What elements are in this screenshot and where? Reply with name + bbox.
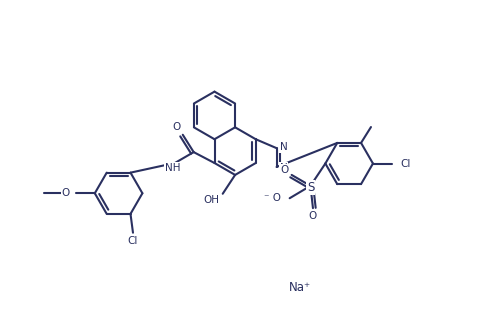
Text: ⁻ O: ⁻ O [264,193,281,203]
Text: O: O [309,211,317,221]
Text: S: S [307,181,314,194]
Text: O: O [173,122,181,132]
Text: O: O [62,188,70,198]
Text: N: N [279,163,287,173]
Text: NH: NH [165,163,180,173]
Text: OH: OH [204,195,220,205]
Text: O: O [280,165,289,175]
Text: Na⁺: Na⁺ [288,281,311,294]
Text: Cl: Cl [401,159,411,168]
Text: N: N [279,142,287,152]
Text: Cl: Cl [128,236,138,246]
